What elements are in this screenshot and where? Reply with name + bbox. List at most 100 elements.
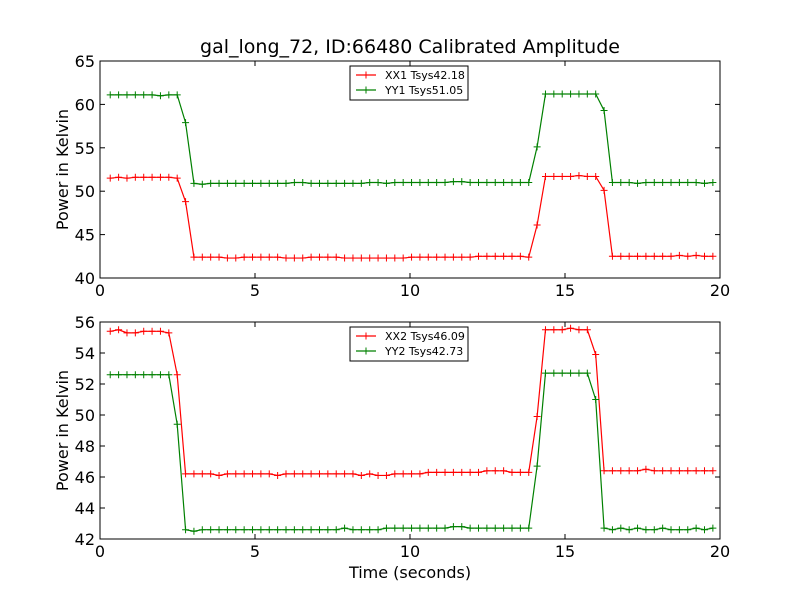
data-point <box>684 179 692 187</box>
data-point <box>483 467 491 475</box>
data-point <box>491 252 499 260</box>
data-point <box>575 90 583 98</box>
data-point <box>675 467 683 475</box>
data-point <box>106 91 114 99</box>
data-point <box>148 327 156 335</box>
y-tick-label: 50 <box>75 182 95 201</box>
data-point <box>550 172 558 180</box>
data-point <box>433 468 441 476</box>
data-point <box>475 524 483 532</box>
data-point <box>207 179 215 187</box>
data-point <box>232 179 240 187</box>
legend-marker <box>362 347 370 355</box>
data-point <box>115 326 123 334</box>
y-axis-label: Power in Kelvin <box>53 370 72 491</box>
data-point <box>675 251 683 259</box>
data-point <box>123 91 131 99</box>
data-point <box>592 396 600 403</box>
data-point <box>541 326 549 334</box>
y-axis-label: Power in Kelvin <box>53 109 72 230</box>
data-point <box>307 179 315 187</box>
data-point <box>659 252 667 260</box>
data-point <box>533 221 541 229</box>
data-point <box>131 329 139 337</box>
x-tick-label: 10 <box>400 542 420 561</box>
data-point <box>148 91 156 99</box>
data-point <box>558 90 566 98</box>
data-point <box>567 172 575 180</box>
data-point <box>173 420 181 428</box>
data-point <box>391 254 399 262</box>
data-point <box>307 253 315 261</box>
data-point <box>341 470 349 478</box>
data-point <box>240 526 248 534</box>
data-point <box>324 526 332 534</box>
data-point <box>650 252 658 260</box>
data-point <box>223 179 231 187</box>
data-point <box>257 179 265 187</box>
data-point <box>357 254 365 262</box>
data-point <box>701 467 708 475</box>
data-point <box>625 467 633 475</box>
data-point <box>249 470 257 478</box>
data-point <box>131 173 139 181</box>
data-point <box>123 174 131 182</box>
data-point <box>500 524 508 532</box>
data-point <box>449 253 457 261</box>
data-point <box>382 254 390 262</box>
y-tick-label: 44 <box>75 499 95 518</box>
data-point <box>399 254 407 262</box>
data-point <box>332 179 340 187</box>
legend-label: YY2 Tsys42.73 <box>384 345 463 358</box>
data-point <box>408 253 416 261</box>
data-point <box>491 524 499 532</box>
data-point <box>232 254 240 262</box>
data-point <box>324 253 332 261</box>
data-point <box>516 252 524 260</box>
data-point <box>265 179 273 187</box>
data-point <box>106 174 114 182</box>
data-point <box>391 470 399 478</box>
data-point <box>600 467 608 475</box>
data-point <box>148 173 156 181</box>
data-point <box>349 254 357 262</box>
data-point <box>207 253 215 261</box>
data-point <box>190 527 198 535</box>
data-point <box>625 179 633 187</box>
y-tick-label: 52 <box>75 375 95 394</box>
data-point <box>249 526 257 534</box>
x-tick-label: 5 <box>250 542 260 561</box>
data-point <box>634 252 642 260</box>
data-point <box>341 254 349 262</box>
data-point <box>257 253 265 261</box>
data-point <box>349 470 357 478</box>
data-point <box>115 91 123 99</box>
data-point <box>625 526 633 534</box>
data-point <box>567 369 575 377</box>
data-point <box>659 179 667 187</box>
data-point <box>583 326 591 334</box>
data-point <box>290 470 298 478</box>
data-point <box>701 526 708 534</box>
data-point <box>475 179 483 187</box>
data-point <box>148 371 156 379</box>
data-point <box>466 253 474 261</box>
data-point <box>424 524 432 532</box>
y-tick-label: 45 <box>75 226 95 245</box>
data-point <box>458 253 466 261</box>
data-point <box>257 470 265 478</box>
data-point <box>357 471 365 479</box>
data-point <box>667 179 675 187</box>
data-point <box>416 524 424 532</box>
data-point <box>374 179 382 187</box>
x-tick-label: 20 <box>710 542 730 561</box>
data-point <box>182 119 190 127</box>
data-point <box>508 252 516 260</box>
x-tick-label: 5 <box>250 281 260 300</box>
data-point <box>433 179 441 187</box>
data-point <box>265 253 273 261</box>
data-point <box>466 524 474 532</box>
data-point <box>441 468 449 476</box>
data-point <box>140 91 148 99</box>
data-point <box>416 253 424 261</box>
